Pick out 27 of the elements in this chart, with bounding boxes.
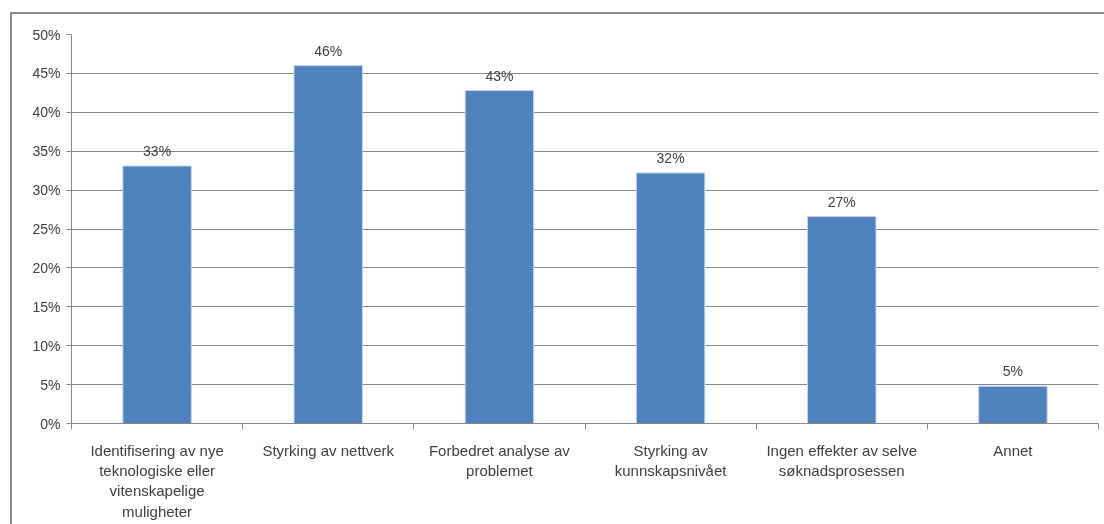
- bar: [635, 172, 706, 424]
- bar: [807, 216, 877, 424]
- bar: [293, 65, 363, 424]
- y-tick-label: 40%: [32, 104, 61, 121]
- y-tick-label: 30%: [32, 182, 61, 199]
- x-tick-label: Identifisering av nye teknologiske eller vitenskapelige muligheter: [90, 441, 224, 520]
- bar: [122, 165, 192, 424]
- y-tick-label: 20%: [32, 259, 61, 276]
- data-label: 32%: [656, 149, 685, 166]
- y-tick-label: 5%: [40, 376, 61, 393]
- x-tick-label: Forbedret analyse av problemet: [428, 441, 571, 479]
- x-tick-label: Ingen effekter av selve søknadsprosessen: [766, 441, 918, 479]
- y-tick-label: 25%: [32, 221, 61, 237]
- y-tick-label: 15%: [32, 298, 61, 315]
- bar: [464, 90, 535, 424]
- y-tick-label: 50%: [32, 26, 61, 43]
- data-label: 27%: [827, 193, 856, 210]
- data-label: 5%: [1002, 363, 1024, 380]
- bar: [978, 385, 1048, 424]
- y-tick-label: 0%: [40, 415, 61, 432]
- y-tick-label: 10%: [32, 337, 61, 354]
- data-label: 46%: [314, 42, 343, 59]
- y-tick-label: 35%: [32, 143, 61, 160]
- x-tick-label: Annet: [993, 441, 1034, 459]
- y-tick-label: 45%: [32, 65, 61, 82]
- x-tick-label: Styrking av nettverk: [262, 441, 395, 459]
- x-tick-label: Styrking av kunnskapsnivået: [614, 441, 728, 479]
